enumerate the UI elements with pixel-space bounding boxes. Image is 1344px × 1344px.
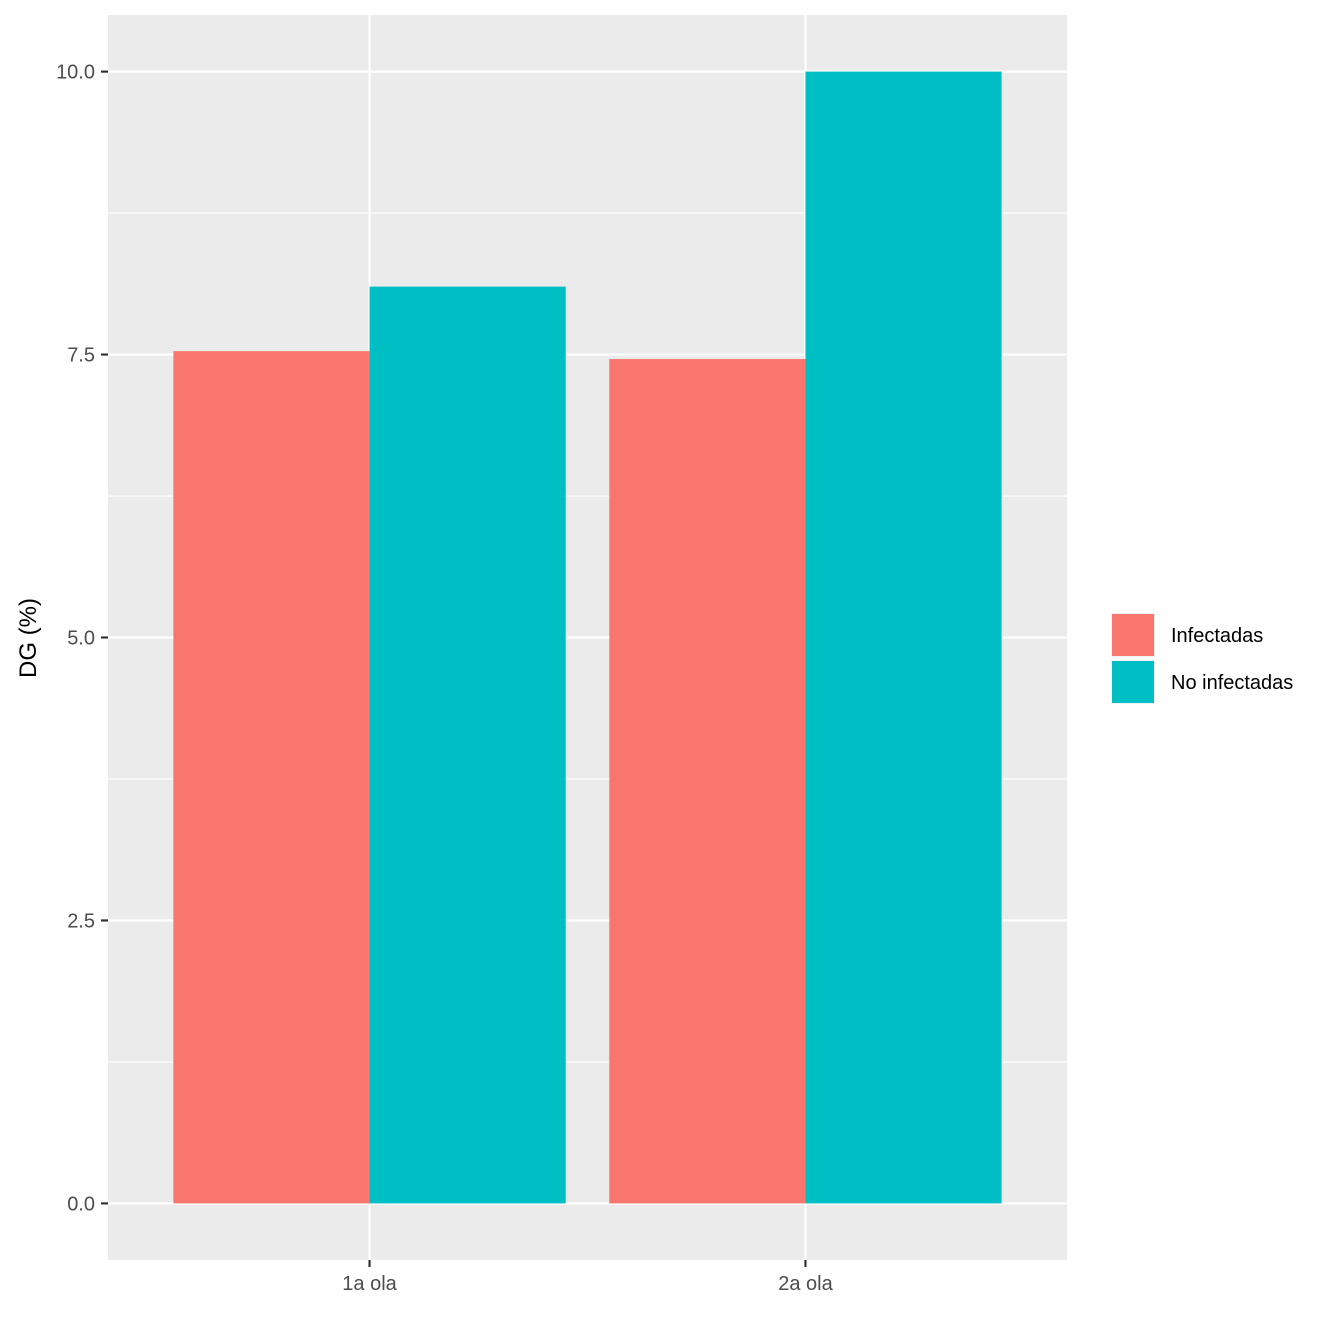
y-tick-label: 5.0 [67, 628, 95, 650]
x-tick-label: 1a ola [342, 1273, 397, 1295]
bars [173, 71, 1002, 1204]
y-tick-label: 0.0 [67, 1193, 95, 1215]
y-tick-label: 2.5 [67, 910, 95, 932]
bar-no-infectadas-1 [369, 286, 566, 1204]
legend-label: No infectadas [1171, 672, 1293, 694]
bar-infectadas-1 [173, 351, 370, 1204]
bar-infectadas-2 [609, 359, 806, 1204]
y-axis: 0.0 2.5 5.0 7.5 10.0 [56, 62, 108, 1215]
x-tick-label: 2a ola [778, 1273, 833, 1295]
legend: Infectadas No infectadas [1111, 613, 1293, 704]
legend-key-infectadas [1112, 614, 1154, 656]
y-axis-title: DG (%) [15, 598, 42, 678]
y-tick-label: 10.0 [56, 62, 95, 84]
bar-no-infectadas-2 [805, 71, 1002, 1204]
legend-label: Infectadas [1171, 625, 1263, 647]
x-axis: 1a ola 2a ola [342, 1260, 834, 1295]
y-tick-label: 7.5 [67, 345, 95, 367]
legend-key-no-infectadas [1112, 661, 1154, 703]
